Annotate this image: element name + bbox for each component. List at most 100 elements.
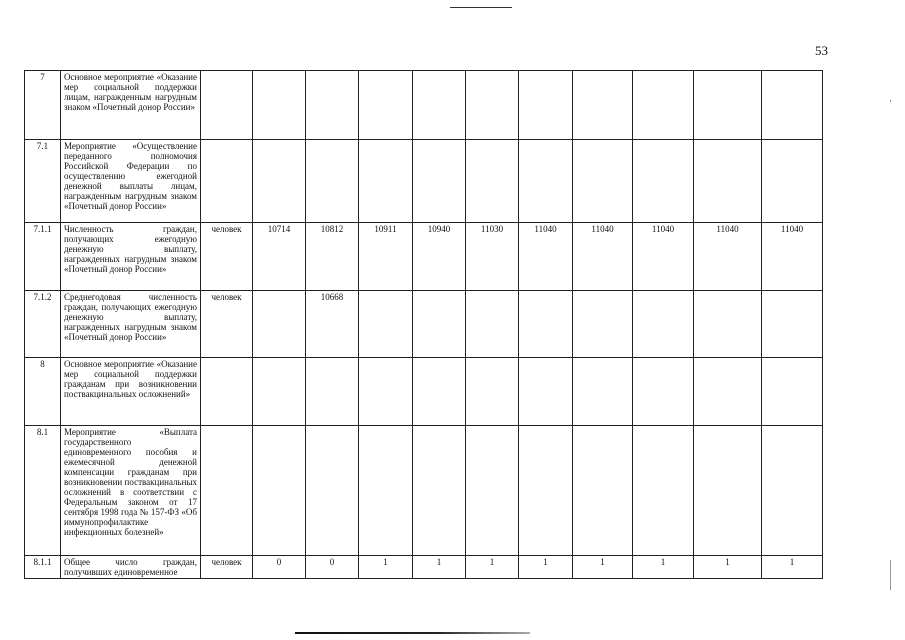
value-cell	[465, 290, 519, 358]
value-cell: 0	[305, 555, 359, 579]
row-unit: человек	[200, 290, 253, 358]
value-cell	[252, 425, 306, 556]
value-cell	[465, 139, 519, 223]
value-cell	[632, 139, 694, 223]
value-cell	[518, 425, 573, 556]
row-number: 8.1	[24, 425, 61, 556]
value-cell: 1	[572, 555, 633, 579]
value-cell	[252, 139, 306, 223]
value-cell	[693, 70, 762, 140]
value-cell	[518, 70, 573, 140]
row-description: Мероприятие «Выплата государственного ед…	[60, 425, 201, 556]
row-number: 8.1.1	[24, 555, 61, 579]
value-cell	[572, 425, 633, 556]
value-cell	[572, 290, 633, 358]
table-row: 7.1 Мероприятие «Осуществление переданног…	[24, 139, 823, 223]
value-cell: 10940	[412, 222, 466, 291]
table-row: 7 Основное мероприятие «Оказание мер соци…	[24, 70, 823, 140]
value-cell	[358, 290, 413, 358]
row-description: Среднегодовая численность граждан, получ…	[60, 290, 201, 358]
row-unit	[200, 70, 253, 140]
value-cell: 11040	[693, 222, 762, 291]
value-cell	[518, 357, 573, 426]
value-cell	[412, 139, 466, 223]
row-number: 7	[24, 70, 61, 140]
value-cell	[693, 357, 762, 426]
value-cell	[358, 357, 413, 426]
value-cell: 10714	[252, 222, 306, 291]
value-cell	[693, 425, 762, 556]
value-cell: 0	[252, 555, 306, 579]
row-number: 7.1.1	[24, 222, 61, 291]
value-cell	[305, 70, 359, 140]
value-cell	[305, 425, 359, 556]
value-cell	[358, 139, 413, 223]
value-cell: 1	[412, 555, 466, 579]
value-cell: 1	[518, 555, 573, 579]
value-cell	[252, 357, 306, 426]
value-cell	[252, 70, 306, 140]
scan-edge-mark	[890, 100, 891, 102]
value-cell: 1	[358, 555, 413, 579]
value-cell: 11040	[572, 222, 633, 291]
value-cell	[465, 357, 519, 426]
value-cell: 10911	[358, 222, 413, 291]
value-cell	[572, 357, 633, 426]
value-cell	[761, 70, 823, 140]
value-cell: 11040	[632, 222, 694, 291]
row-number: 7.1	[24, 139, 61, 223]
row-description: Общее число граждан, получивших единовре…	[60, 555, 201, 579]
row-unit: человек	[200, 222, 253, 291]
value-cell	[518, 290, 573, 358]
table-row: 8.1 Мероприятие «Выплата государственного…	[24, 425, 823, 556]
value-cell	[465, 70, 519, 140]
row-unit	[200, 357, 253, 426]
value-cell	[412, 357, 466, 426]
value-cell	[252, 290, 306, 358]
scan-top-line	[450, 7, 512, 8]
row-description: Основное мероприятие «Оказание мер социа…	[60, 70, 201, 140]
value-cell: 11040	[518, 222, 573, 291]
row-description: Численность граждан, получающих ежегодну…	[60, 222, 201, 291]
row-unit	[200, 425, 253, 556]
value-cell	[761, 357, 823, 426]
value-cell: 1	[761, 555, 823, 579]
value-cell	[632, 357, 694, 426]
value-cell: 10812	[305, 222, 359, 291]
row-description: Мероприятие «Осуществление переданного п…	[60, 139, 201, 223]
indicators-table: 7 Основное мероприятие «Оказание мер соци…	[24, 70, 823, 579]
value-cell	[412, 290, 466, 358]
value-cell: 1	[465, 555, 519, 579]
value-cell: 11040	[761, 222, 823, 291]
row-unit	[200, 139, 253, 223]
value-cell	[518, 139, 573, 223]
table-row: 8 Основное мероприятие «Оказание мер соци…	[24, 357, 823, 426]
row-number: 7.1.2	[24, 290, 61, 358]
table-row: 7.1.1 Численность граждан, получающих еже…	[24, 222, 823, 291]
value-cell	[572, 70, 633, 140]
value-cell	[305, 139, 359, 223]
value-cell	[412, 425, 466, 556]
row-description: Основное мероприятие «Оказание мер социа…	[60, 357, 201, 426]
value-cell	[358, 425, 413, 556]
table-row: 7.1.2 Среднегодовая численность граждан, …	[24, 290, 823, 358]
value-cell	[465, 425, 519, 556]
table-row: 8.1.1 Общее число граждан, получивших еди…	[24, 555, 823, 579]
value-cell	[632, 70, 694, 140]
value-cell	[632, 290, 694, 358]
scan-bottom-line	[295, 632, 530, 634]
value-cell	[693, 139, 762, 223]
row-number: 8	[24, 357, 61, 426]
value-cell	[693, 290, 762, 358]
row-unit: человек	[200, 555, 253, 579]
value-cell	[761, 290, 823, 358]
value-cell	[572, 139, 633, 223]
value-cell: 1	[693, 555, 762, 579]
scan-edge-mark	[890, 560, 891, 590]
page-number: 53	[815, 43, 828, 58]
value-cell: 1	[632, 555, 694, 579]
value-cell: 11030	[465, 222, 519, 291]
value-cell	[305, 357, 359, 426]
value-cell: 10668	[305, 290, 359, 358]
value-cell	[632, 425, 694, 556]
